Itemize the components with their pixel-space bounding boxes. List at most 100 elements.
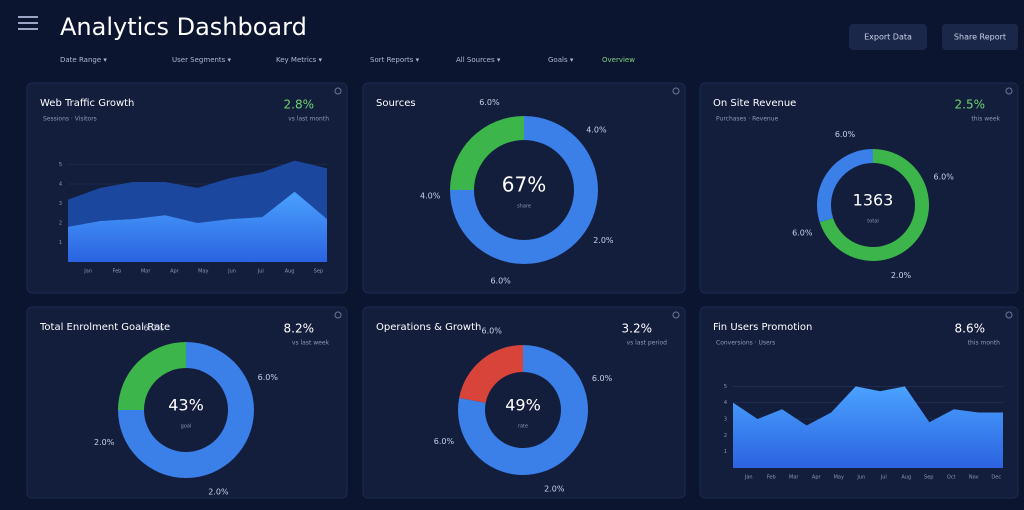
- panel-subtitle: Purchases · Revenue: [716, 116, 779, 123]
- donut-center-note: total: [867, 219, 878, 225]
- ring-label: 2.0%: [94, 438, 115, 447]
- x-tick-label: Sep: [314, 269, 323, 275]
- ring-label: 6.0%: [434, 437, 455, 446]
- x-tick-label: Sep: [924, 475, 933, 481]
- x-tick-label: Dec: [991, 475, 1001, 481]
- donut-segment: [450, 116, 598, 264]
- panel-note: vs last week: [292, 340, 330, 347]
- panel-title: Operations & Growth: [376, 322, 481, 333]
- donut-segment: [450, 116, 524, 190]
- panel-title: Total Enrolment Goal Rate: [39, 322, 170, 333]
- panel-value: 2.8%: [284, 98, 315, 112]
- panel-note: vs last month: [288, 116, 329, 123]
- x-tick-label: Jan: [744, 475, 753, 481]
- button[interactable]: [942, 24, 1018, 50]
- ring-label: 6.0%: [479, 98, 500, 107]
- ring-label: 4.0%: [420, 191, 441, 200]
- panel-menu[interactable]: [672, 87, 680, 95]
- y-tick-label: 1: [724, 449, 727, 455]
- nav-tab[interactable]: Key Metrics ▾: [276, 56, 323, 64]
- panel-note: this month: [968, 340, 1001, 347]
- ring-label: 6.0%: [592, 374, 613, 383]
- x-tick-label: Jul: [880, 475, 887, 481]
- ring-label: 6.0%: [933, 173, 954, 182]
- donut-center-note: rate: [518, 424, 528, 430]
- panel-menu[interactable]: [1005, 311, 1013, 319]
- y-tick-label: 2: [724, 433, 727, 439]
- x-tick-label: Jul: [257, 269, 264, 275]
- page-title: Analytics Dashboard: [60, 13, 307, 41]
- panel-value: 8.2%: [284, 322, 315, 336]
- x-tick-label: Feb: [112, 269, 121, 275]
- x-tick-label: Jun: [856, 475, 865, 481]
- panel: [362, 306, 686, 499]
- nav-tab[interactable]: Date Range ▾: [60, 56, 107, 64]
- panel-value: 3.2%: [622, 322, 653, 336]
- panel-subtitle: Sessions · Visitors: [43, 116, 97, 123]
- menu-icon[interactable]: [18, 16, 38, 30]
- panel-menu[interactable]: [1005, 87, 1013, 95]
- ring-label: 6.0%: [258, 373, 279, 382]
- x-tick-label: Feb: [767, 475, 776, 481]
- donut-center-note: share: [517, 204, 531, 210]
- nav-tab[interactable]: Overview: [602, 56, 635, 64]
- y-tick-label: 5: [724, 384, 727, 390]
- donut-center: 1363: [853, 191, 894, 210]
- donut-segment: [459, 345, 523, 403]
- y-tick-label: 3: [724, 417, 727, 423]
- donut-center: 49%: [505, 396, 541, 415]
- nav-tab[interactable]: User Segments ▾: [172, 56, 232, 64]
- donut-segment: [118, 342, 254, 478]
- nav-tab[interactable]: Goals ▾: [548, 56, 574, 64]
- panel-title: Web Traffic Growth: [40, 98, 134, 109]
- panel-title: Fin Users Promotion: [713, 322, 812, 333]
- ring-label: 2.0%: [544, 485, 565, 494]
- nav-tab[interactable]: All Sources ▾: [456, 56, 501, 64]
- x-tick-label: May: [198, 269, 208, 275]
- panel: [699, 82, 1019, 294]
- x-tick-label: Jan: [83, 269, 92, 275]
- ring-label: 2.0%: [891, 271, 912, 280]
- ring-label: 6.0%: [490, 277, 511, 286]
- y-tick-label: 4: [724, 400, 727, 406]
- x-tick-label: Mar: [789, 475, 799, 481]
- area-series: [68, 191, 327, 262]
- button[interactable]: [849, 24, 927, 50]
- panel-subtitle: Conversions · Users: [716, 340, 775, 347]
- donut-center: 43%: [168, 396, 204, 415]
- panel-value: 8.6%: [955, 322, 986, 336]
- ring-label: 4.0%: [586, 126, 607, 135]
- panel: [362, 82, 686, 294]
- panel-note: vs last period: [627, 340, 668, 347]
- ring-label: 6.0%: [143, 324, 164, 333]
- x-tick-label: May: [834, 475, 844, 481]
- panel-title: On Site Revenue: [713, 98, 796, 109]
- donut-segment: [118, 342, 186, 410]
- donut-segment: [458, 345, 588, 475]
- x-tick-label: Apr: [812, 475, 822, 481]
- nav-tab[interactable]: Sort Reports ▾: [370, 56, 420, 64]
- button-label[interactable]: Share Report: [954, 33, 1006, 42]
- panel-note: this week: [971, 116, 1000, 123]
- x-tick-label: Oct: [947, 475, 956, 481]
- panel-menu[interactable]: [672, 311, 680, 319]
- ring-label: 6.0%: [835, 130, 856, 139]
- ring-label: 6.0%: [482, 326, 503, 335]
- panel-menu[interactable]: [334, 87, 342, 95]
- x-tick-label: Aug: [285, 269, 295, 275]
- ring-label: 6.0%: [792, 228, 813, 237]
- y-tick-label: 4: [59, 182, 62, 188]
- donut-center-note: goal: [181, 424, 192, 430]
- donut-segment: [816, 149, 873, 223]
- y-tick-label: 2: [59, 221, 62, 227]
- x-tick-label: Aug: [901, 475, 911, 481]
- ring-label: 2.0%: [593, 236, 614, 245]
- panel: [26, 306, 348, 499]
- x-tick-label: Jun: [227, 269, 236, 275]
- x-tick-label: Apr: [170, 269, 180, 275]
- donut-center: 67%: [502, 173, 546, 197]
- button-label[interactable]: Export Data: [864, 33, 912, 42]
- panel-menu[interactable]: [334, 311, 342, 319]
